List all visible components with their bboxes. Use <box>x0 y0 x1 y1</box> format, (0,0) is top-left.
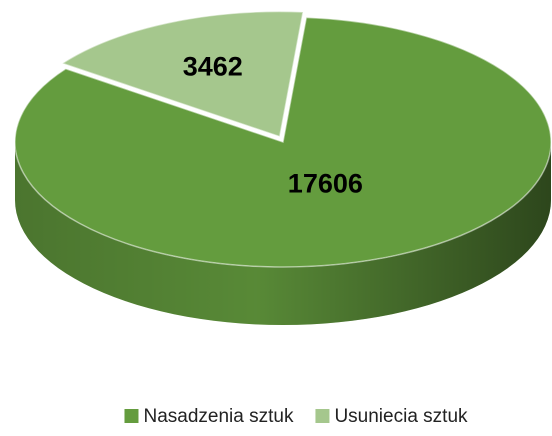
legend-label: Usuniecia sztuk <box>334 406 468 427</box>
value-label: 3462 <box>183 51 243 81</box>
pie-slice <box>14 16 552 268</box>
legend-label: Nasadzenia sztuk <box>143 406 293 427</box>
legend-item: Nasadzenia sztuk <box>124 406 294 427</box>
legend-item: Usuniecia sztuk <box>315 406 468 427</box>
pie-slice <box>60 10 304 138</box>
legend: Nasadzenia sztuk Usuniecia sztuk <box>124 406 468 427</box>
legend-swatch <box>124 409 139 423</box>
pie-side-shade <box>15 142 551 325</box>
legend-swatch <box>315 409 330 423</box>
value-label: 17606 <box>288 168 363 198</box>
pie: 17606 3462 <box>14 10 552 325</box>
